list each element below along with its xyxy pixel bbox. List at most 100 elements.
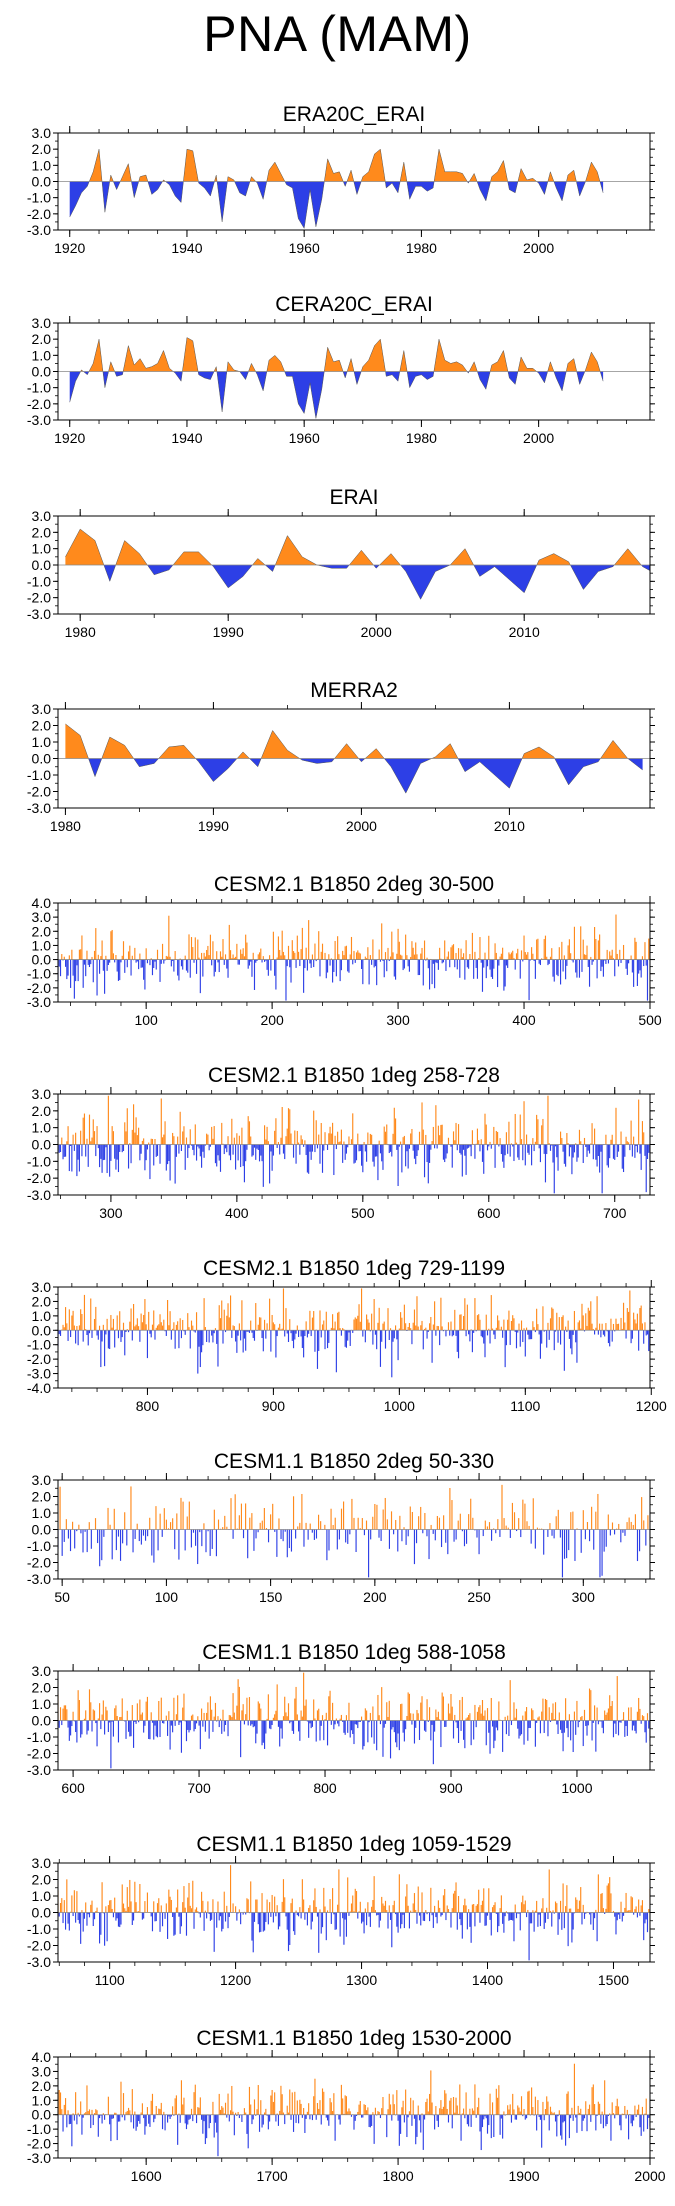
ytick-label: 2.0: [32, 923, 52, 939]
xtick-label: 1920: [54, 240, 85, 256]
ytick-label: 2.0: [32, 718, 52, 734]
xtick-label: 300: [99, 1205, 123, 1221]
ytick-label: 4.0: [32, 895, 52, 911]
ytick-label: 2.0: [32, 331, 52, 347]
xtick-label: 1800: [383, 2168, 414, 2184]
xtick-label: 100: [155, 1589, 179, 1605]
panel-title: CESM1.1 B1850 2deg 50-330: [214, 1450, 494, 1473]
ytick-label: 1.0: [32, 1888, 52, 1904]
xtick-label: 1900: [508, 2168, 539, 2184]
ytick-label: -1.0: [27, 190, 51, 206]
ytick-label: -1.0: [27, 2121, 51, 2137]
xtick-label: 1980: [406, 240, 437, 256]
ytick-label: 0.0: [32, 952, 52, 968]
ytick-label: 1.0: [32, 541, 52, 557]
xtick-label: 700: [603, 1205, 627, 1221]
chart-panel-9: CESM1.1 B1850 1deg 588-1058 -3.0-2.0-1.00…: [27, 1641, 655, 1796]
ytick-label: -1.0: [27, 573, 51, 589]
chart-panel-5: CESM2.1 B1850 2deg 30-500 -3.0-2.0-1.00.0…: [27, 873, 662, 1028]
xtick-label: 400: [512, 1012, 536, 1028]
ytick-label: 2.0: [32, 141, 52, 157]
xtick-label: 1400: [472, 1972, 503, 1988]
positive-area: [65, 529, 650, 565]
positive-area: [65, 723, 643, 759]
ytick-label: 3.0: [32, 2063, 52, 2079]
xtick-label: 2000: [346, 818, 377, 834]
xtick-label: 1940: [171, 430, 202, 446]
series-line: [65, 723, 643, 794]
ytick-label: 0.0: [32, 2107, 52, 2123]
panel-title: CESM2.1 B1850 1deg 258-728: [208, 1064, 500, 1087]
ytick-label: -1.0: [27, 380, 51, 396]
ytick-label: -1.0: [27, 767, 51, 783]
ytick-label: -3.0: [27, 606, 51, 622]
ytick-label: 3.0: [32, 1472, 52, 1488]
xtick-label: 1500: [598, 1972, 629, 1988]
ytick-label: -1.0: [27, 1921, 51, 1937]
xtick-label: 500: [351, 1205, 375, 1221]
ytick-label: -1.0: [27, 1729, 51, 1745]
ytick-label: -3.0: [27, 222, 51, 238]
negative-area: [69, 181, 604, 229]
ytick-label: -2.0: [27, 980, 51, 996]
ytick-label: -2.0: [27, 1746, 51, 1762]
xtick-label: 250: [467, 1589, 491, 1605]
xtick-label: 200: [363, 1589, 387, 1605]
negative-area: [69, 371, 604, 419]
xtick-label: 1200: [220, 1972, 251, 1988]
xtick-label: 1100: [510, 1398, 540, 1414]
xtick-label: 1300: [346, 1972, 377, 1988]
xtick-label: 900: [439, 1780, 463, 1796]
panel-title: ERA20C_ERAI: [283, 103, 425, 126]
xtick-label: 1200: [636, 1398, 667, 1414]
xtick-label: 1700: [257, 2168, 288, 2184]
xtick-label: 1940: [171, 240, 202, 256]
series-marks: [58, 2063, 650, 2157]
ytick-label: 1.0: [32, 1696, 52, 1712]
ytick-label: 0.0: [32, 1522, 52, 1538]
xtick-label: 150: [259, 1589, 283, 1605]
series-marks: [69, 148, 604, 230]
chart-panel-1: ERA20C_ERAI -3.0-2.0-1.00.01.02.03.0 1920 1…: [27, 103, 655, 256]
xtick-label: 900: [262, 1398, 286, 1414]
chart-panel-8: CESM1.1 B1850 2deg 50-330 -3.0-2.0-1.00.0…: [27, 1450, 655, 1605]
ytick-label: -2.0: [27, 590, 51, 606]
chart-panel-7: CESM2.1 B1850 1deg 729-1199 -4.0-3.0-2.0-…: [27, 1257, 667, 1414]
panel-title: CERA20C_ERAI: [275, 293, 433, 316]
ytick-label: 0.0: [32, 174, 52, 190]
plot-frame: [57, 1286, 651, 1389]
xtick-label: 600: [477, 1205, 501, 1221]
negative-area: [65, 758, 643, 794]
xtick-label: 1000: [561, 1780, 592, 1796]
xtick-label: 800: [136, 1398, 160, 1414]
panel-title: MERRA2: [310, 679, 398, 702]
xtick-label: 800: [313, 1780, 337, 1796]
panel-title: CESM1.1 B1850 1deg 1530-2000: [196, 2027, 511, 2050]
positive-area: [69, 337, 604, 372]
ytick-label: 3.0: [32, 508, 52, 524]
ytick-label: -3.0: [27, 994, 51, 1010]
ytick-label: 1.0: [32, 734, 52, 750]
xtick-label: 400: [225, 1205, 249, 1221]
ytick-label: -1.0: [27, 1538, 51, 1554]
ytick-label: -4.0: [27, 1380, 51, 1396]
xtick-label: 1100: [95, 1972, 125, 1988]
xtick-label: 1600: [131, 2168, 162, 2184]
panel-title: CESM1.1 B1850 1deg 588-1058: [202, 1641, 506, 1664]
series-marks: [58, 1865, 650, 1961]
xtick-label: 1960: [289, 430, 320, 446]
ytick-label: 2.0: [32, 1103, 52, 1119]
plot-frame: [57, 2056, 651, 2159]
chart-panel-4: MERRA2 -3.0-2.0-1.00.01.02.03.0 1980 1990 20…: [27, 679, 655, 834]
xtick-label: 2000: [361, 624, 392, 640]
ytick-label: 3.0: [32, 1663, 52, 1679]
series-marks: [65, 723, 643, 794]
xtick-label: 50: [54, 1589, 70, 1605]
ytick-label: 0.0: [32, 751, 52, 767]
series-marks: [58, 1095, 650, 1194]
ytick-label: -3.0: [27, 2150, 51, 2166]
xtick-label: 2000: [523, 240, 554, 256]
ytick-label: -2.0: [27, 2136, 51, 2152]
xtick-label: 1920: [54, 430, 85, 446]
